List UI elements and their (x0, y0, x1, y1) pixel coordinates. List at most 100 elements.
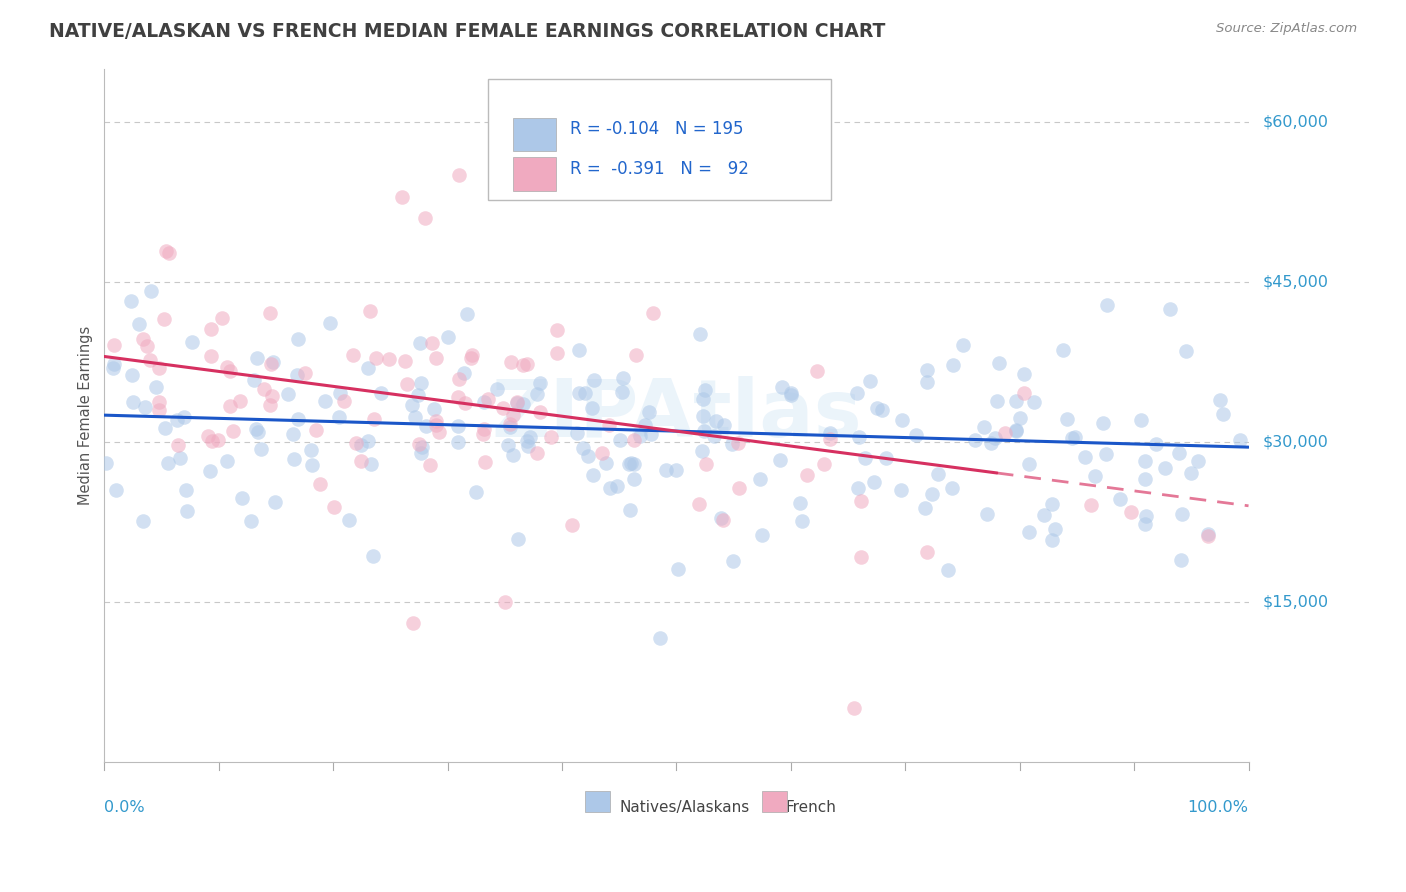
Point (277, 387, 299, 401)
Point (1174, 343, 1197, 358)
Point (200, 322, 222, 336)
Point (409, 446, 432, 460)
Point (120, 293, 142, 308)
Point (246, 351, 269, 365)
Text: $60,000: $60,000 (1263, 114, 1329, 129)
Point (693, 383, 716, 397)
Point (472, 427, 495, 442)
Point (568, 343, 591, 358)
Point (425, 414, 447, 428)
Point (561, 518, 583, 533)
Point (283, 452, 305, 467)
Point (529, 376, 551, 390)
Point (1040, 497, 1063, 511)
Point (606, 479, 628, 493)
Text: $45,000: $45,000 (1263, 275, 1329, 289)
Point (1187, 454, 1209, 468)
Point (546, 346, 568, 360)
Point (1095, 447, 1118, 461)
Point (201, 434, 224, 449)
Point (287, 412, 309, 426)
Point (134, 401, 156, 415)
Point (963, 433, 986, 447)
Point (1229, 433, 1251, 447)
Point (859, 374, 882, 388)
Point (429, 425, 451, 439)
Point (952, 338, 974, 352)
Point (349, 453, 371, 467)
Point (748, 472, 770, 486)
Point (247, 425, 270, 440)
Point (1004, 393, 1026, 408)
Point (610, 385, 633, 400)
Point (779, 386, 801, 401)
Point (259, 306, 281, 320)
Point (1043, 522, 1066, 536)
Point (769, 453, 792, 467)
Text: NATIVE/ALASKAN VS FRENCH MEDIAN FEMALE EARNINGS CORRELATION CHART: NATIVE/ALASKAN VS FRENCH MEDIAN FEMALE E… (49, 22, 886, 41)
Point (319, 317, 342, 331)
Point (984, 431, 1007, 445)
Point (848, 430, 870, 444)
Point (723, 554, 745, 568)
Point (260, 389, 283, 403)
Point (217, 360, 239, 375)
Point (818, 426, 841, 441)
Point (419, 458, 441, 473)
Point (727, 436, 749, 450)
Point (262, 355, 284, 369)
Point (139, 284, 162, 298)
Point (599, 482, 621, 496)
Point (623, 457, 645, 471)
Text: ZIPAtlas: ZIPAtlas (491, 376, 862, 454)
Point (157, 246, 180, 260)
Point (174, 483, 197, 498)
Point (211, 310, 233, 325)
Y-axis label: Median Female Earnings: Median Female Earnings (79, 326, 93, 505)
Text: French: French (785, 800, 837, 815)
Point (105, 483, 128, 497)
Point (391, 189, 413, 203)
Point (619, 503, 641, 517)
Point (395, 376, 418, 391)
Point (94, 456, 117, 470)
Point (770, 380, 793, 394)
Point (281, 426, 304, 441)
Point (1074, 450, 1097, 464)
Point (598, 418, 620, 433)
Text: R =  -0.391   N =   92: R = -0.391 N = 92 (569, 160, 749, 178)
Point (623, 473, 645, 487)
Point (1012, 367, 1035, 381)
Point (460, 351, 482, 365)
Point (409, 376, 432, 390)
Point (166, 438, 188, 452)
Point (692, 392, 714, 406)
Point (401, 398, 423, 412)
Point (842, 701, 865, 715)
Point (344, 435, 367, 450)
Point (1018, 457, 1040, 471)
Text: 100.0%: 100.0% (1188, 800, 1249, 815)
Point (1010, 411, 1032, 425)
Point (875, 450, 897, 465)
Point (173, 409, 195, 424)
Point (148, 403, 170, 417)
Point (155, 244, 177, 259)
Text: Source: ZipAtlas.com: Source: ZipAtlas.com (1216, 22, 1357, 36)
Point (1056, 412, 1078, 426)
Point (1018, 524, 1040, 539)
Point (229, 394, 252, 409)
Point (576, 449, 599, 463)
Point (713, 417, 735, 432)
FancyBboxPatch shape (585, 791, 610, 812)
Point (153, 421, 176, 435)
Point (492, 401, 515, 415)
Point (1005, 424, 1028, 438)
Point (294, 366, 316, 380)
Point (620, 456, 643, 470)
Point (308, 476, 330, 491)
Point (1033, 508, 1056, 522)
Point (1133, 516, 1156, 531)
Point (132, 515, 155, 529)
Point (166, 413, 188, 427)
